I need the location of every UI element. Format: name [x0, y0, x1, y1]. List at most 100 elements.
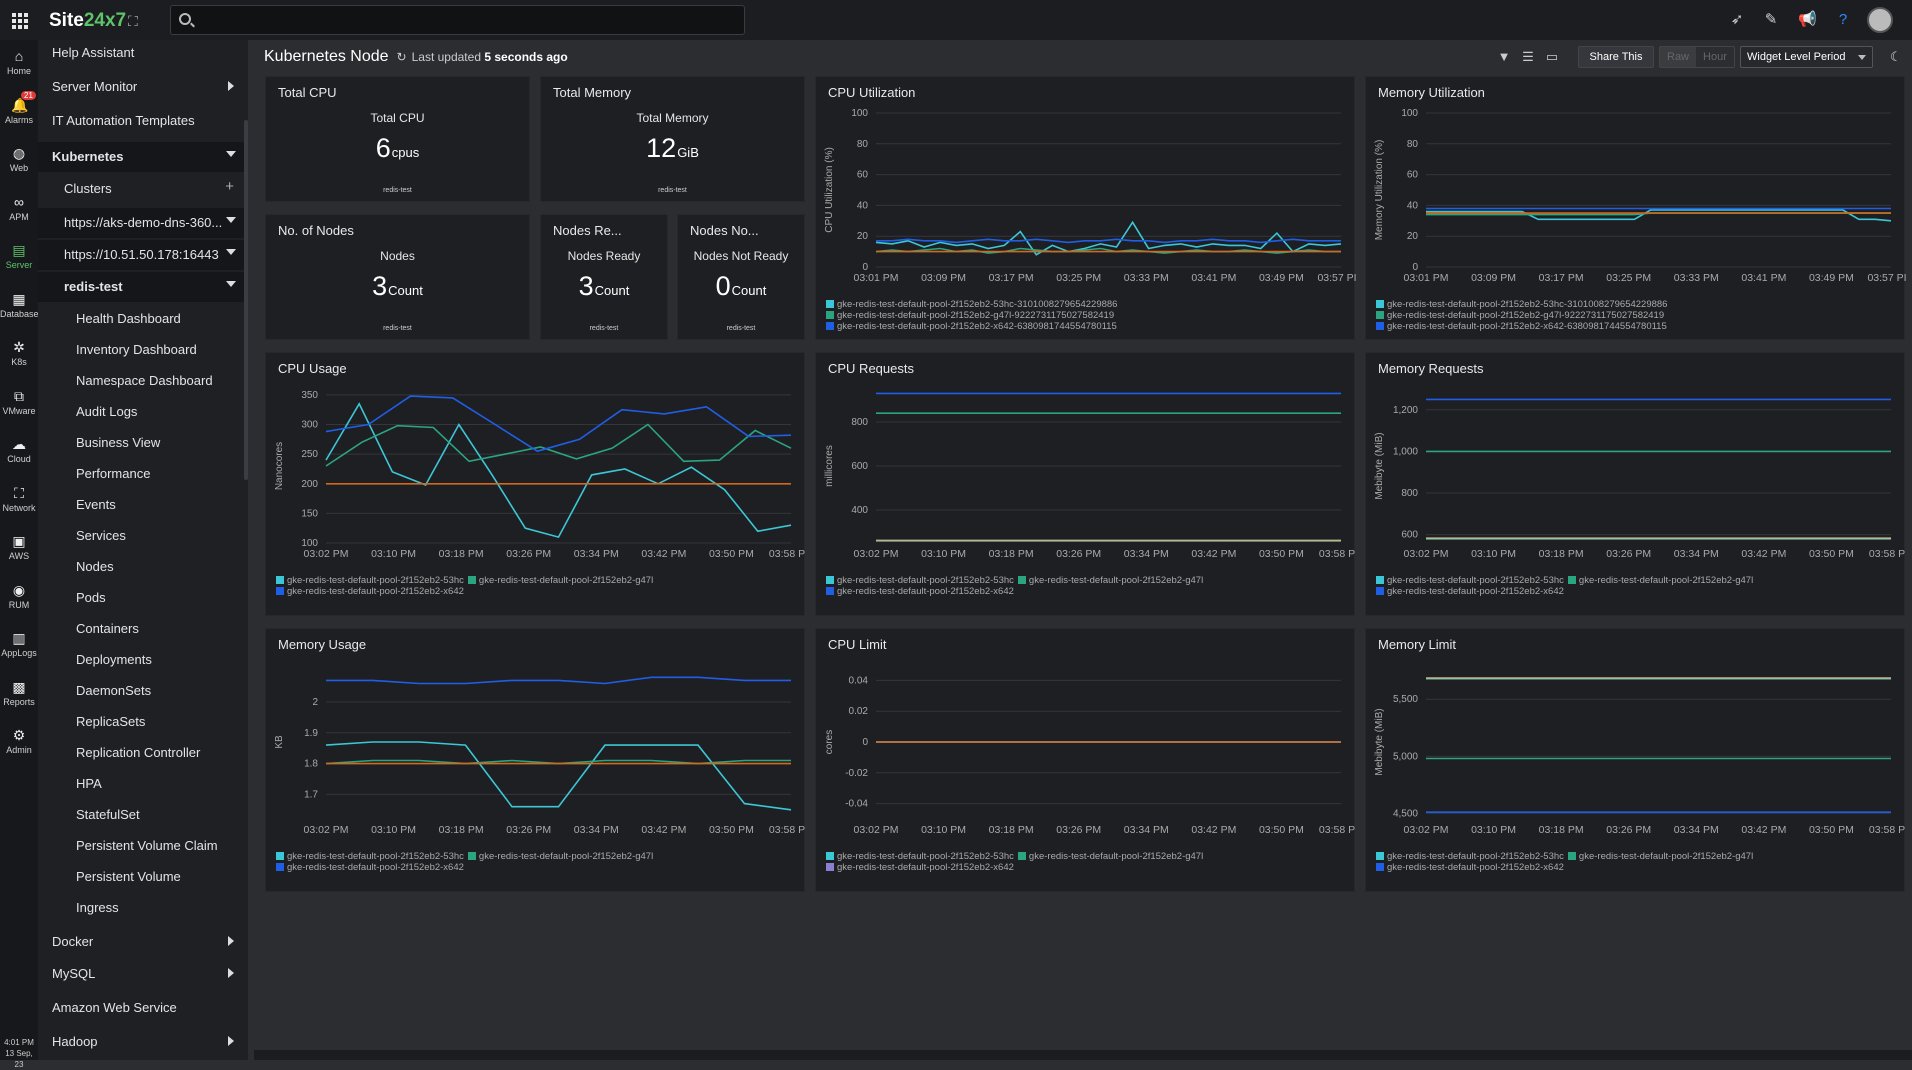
- chevron-right-icon[interactable]: [228, 81, 234, 91]
- sidebar-item-kubernetes[interactable]: Kubernetes: [38, 142, 244, 172]
- sidebar-item-performance[interactable]: Performance: [38, 461, 244, 487]
- legend-item[interactable]: gke-redis-test-default-pool-2f152eb2-g47…: [467, 851, 653, 862]
- hour-option[interactable]: Hour: [1703, 51, 1727, 63]
- legend-item[interactable]: gke-redis-test-default-pool-2f152eb2-x64…: [1376, 862, 1564, 873]
- logo[interactable]: Site24x7: [49, 10, 127, 31]
- megaphone-icon[interactable]: 📢: [1798, 11, 1817, 28]
- rocket-icon[interactable]: ➶: [1730, 11, 1744, 28]
- series-line[interactable]: [875, 220, 1342, 256]
- raw-option[interactable]: Raw: [1660, 47, 1697, 67]
- sidebar-item-business-view[interactable]: Business View: [38, 430, 244, 456]
- legend-item[interactable]: gke-redis-test-default-pool-2f152eb2-x64…: [276, 862, 464, 873]
- chevron-right-icon[interactable]: [228, 968, 234, 978]
- help-icon[interactable]: ?: [1838, 11, 1848, 28]
- sidebar-item-replication-controller[interactable]: Replication Controller: [38, 740, 244, 766]
- series-line[interactable]: [326, 676, 791, 685]
- legend-item[interactable]: gke-redis-test-default-pool-2f152eb2-53h…: [276, 851, 464, 862]
- legend-item[interactable]: gke-redis-test-default-pool-2f152eb2-g47…: [1376, 310, 1664, 321]
- rail-item-vmware[interactable]: ⧉ VMware: [0, 382, 38, 428]
- search-box[interactable]: [170, 5, 745, 35]
- add-icon[interactable]: +: [225, 178, 234, 195]
- legend-item[interactable]: gke-redis-test-default-pool-2f152eb2-53h…: [826, 575, 1014, 586]
- legend-item[interactable]: gke-redis-test-default-pool-2f152eb2-g47…: [826, 310, 1114, 321]
- sidebar-item-redis-test[interactable]: redis-test: [38, 272, 244, 302]
- legend-item[interactable]: gke-redis-test-default-pool-2f152eb2-53h…: [1376, 851, 1564, 862]
- tv-icon[interactable]: ▭: [1545, 49, 1559, 64]
- rail-item-aws[interactable]: ▣ AWS: [0, 527, 38, 573]
- rail-item-applogs[interactable]: ▥ AppLogs: [0, 624, 38, 670]
- sidebar-item-mysql[interactable]: MySQL: [38, 961, 244, 987]
- avatar[interactable]: [1867, 7, 1893, 33]
- refresh-icon[interactable]: ↻: [396, 50, 407, 64]
- chevron-down-icon[interactable]: [226, 281, 236, 287]
- chevron-right-icon[interactable]: [228, 1036, 234, 1046]
- sidebar-item-docker[interactable]: Docker: [38, 929, 244, 955]
- sidebar-item-ingress[interactable]: Ingress: [38, 895, 244, 921]
- expand-icon[interactable]: ⛶: [128, 13, 138, 29]
- rail-item-alarms[interactable]: 🔔 Alarms 21: [0, 90, 38, 137]
- share-button[interactable]: Share This: [1578, 46, 1654, 68]
- sidebar-item-statefulset[interactable]: StatefulSet: [38, 802, 244, 828]
- sidebar-item-pods[interactable]: Pods: [38, 585, 244, 611]
- sidebar-item-nodes[interactable]: Nodes: [38, 554, 244, 580]
- legend-item[interactable]: gke-redis-test-default-pool-2f152eb2-53h…: [826, 299, 1117, 310]
- sidebar-item-hadoop[interactable]: Hadoop: [38, 1029, 244, 1055]
- sidebar-item-daemonsets[interactable]: DaemonSets: [38, 678, 244, 704]
- sidebar-item-persistent-volume[interactable]: Persistent Volume: [38, 864, 244, 890]
- rail-item-database[interactable]: ▦ Database: [0, 285, 39, 331]
- list-icon[interactable]: ☰: [1522, 49, 1534, 64]
- sidebar-item-containers[interactable]: Containers: [38, 616, 244, 642]
- sidebar-item-inventory-dashboard[interactable]: Inventory Dashboard: [38, 337, 244, 363]
- filter-icon[interactable]: ▼: [1497, 49, 1511, 64]
- app-grid-icon[interactable]: [12, 13, 28, 29]
- sidebar-item-services[interactable]: Services: [38, 523, 244, 549]
- series-line[interactable]: [325, 741, 792, 811]
- rail-item-web[interactable]: ◍ Web: [0, 139, 38, 185]
- series-line[interactable]: [325, 423, 792, 467]
- legend-item[interactable]: gke-redis-test-default-pool-2f152eb2-g47…: [1017, 851, 1203, 862]
- rail-item-home[interactable]: ⌂ Home: [0, 42, 38, 88]
- sidebar-item-persistent-volume-claim[interactable]: Persistent Volume Claim: [38, 833, 244, 859]
- sidebar-item-help-assistant[interactable]: Help Assistant: [38, 40, 244, 66]
- sidebar-item-https-aks-demo-dns-360[interactable]: https://aks-demo-dns-360...: [38, 208, 244, 238]
- wrench-icon[interactable]: ✎: [1764, 11, 1778, 28]
- series-line[interactable]: [1426, 209, 1892, 222]
- sidebar-scrollbar[interactable]: [244, 120, 248, 480]
- rail-item-server[interactable]: ▤ Server: [0, 236, 38, 282]
- period-dropdown[interactable]: Widget Level Period: [1740, 46, 1873, 68]
- sidebar-item-deployments[interactable]: Deployments: [38, 647, 244, 673]
- legend-item[interactable]: gke-redis-test-default-pool-2f152eb2-x64…: [826, 586, 1014, 597]
- rail-item-cloud[interactable]: ☁ Cloud: [0, 430, 38, 476]
- legend-item[interactable]: gke-redis-test-default-pool-2f152eb2-53h…: [276, 575, 464, 586]
- legend-item[interactable]: gke-redis-test-default-pool-2f152eb2-g47…: [467, 575, 653, 586]
- chevron-right-icon[interactable]: [228, 936, 234, 946]
- chevron-down-icon[interactable]: [226, 151, 236, 157]
- sidebar-item-audit-logs[interactable]: Audit Logs: [38, 399, 244, 425]
- legend-item[interactable]: gke-redis-test-default-pool-2f152eb2-x64…: [276, 586, 464, 597]
- legend-item[interactable]: gke-redis-test-default-pool-2f152eb2-x64…: [1376, 321, 1667, 332]
- rail-item-k8s[interactable]: ✲ K8s: [0, 333, 38, 379]
- rail-item-reports[interactable]: ▩ Reports: [0, 673, 38, 719]
- legend-item[interactable]: gke-redis-test-default-pool-2f152eb2-53h…: [1376, 575, 1564, 586]
- sidebar-item-server-monitor[interactable]: Server Monitor: [38, 74, 244, 100]
- search-input[interactable]: [197, 10, 737, 30]
- sidebar-item-replicasets[interactable]: ReplicaSets: [38, 709, 244, 735]
- moon-icon[interactable]: ☾: [1890, 49, 1902, 64]
- horizontal-scrollbar[interactable]: [254, 1050, 1912, 1060]
- rail-item-rum[interactable]: ◉ RUM: [0, 576, 38, 622]
- legend-item[interactable]: gke-redis-test-default-pool-2f152eb2-x64…: [1376, 586, 1564, 597]
- rail-item-apm[interactable]: ∞ APM: [0, 188, 38, 234]
- sidebar-item-it-automation-templates[interactable]: IT Automation Templates: [38, 108, 244, 134]
- sidebar-item-events[interactable]: Events: [38, 492, 244, 518]
- rail-item-admin[interactable]: ⚙ Admin: [0, 721, 38, 767]
- legend-item[interactable]: gke-redis-test-default-pool-2f152eb2-x64…: [826, 321, 1117, 332]
- raw-hour-toggle[interactable]: Raw Hour: [1659, 46, 1735, 68]
- sidebar-item-https-10-51-50-178-16443[interactable]: https://10.51.50.178:16443: [38, 240, 244, 270]
- sidebar-item-hpa[interactable]: HPA: [38, 771, 244, 797]
- legend-item[interactable]: gke-redis-test-default-pool-2f152eb2-g47…: [1567, 575, 1753, 586]
- sidebar-item-amazon-web-service[interactable]: Amazon Web Service: [38, 995, 244, 1021]
- sidebar-item-health-dashboard[interactable]: Health Dashboard: [38, 306, 244, 332]
- rail-item-network[interactable]: ⛶ Network: [0, 479, 38, 525]
- legend-item[interactable]: gke-redis-test-default-pool-2f152eb2-53h…: [1376, 299, 1667, 310]
- chevron-down-icon[interactable]: [226, 217, 236, 223]
